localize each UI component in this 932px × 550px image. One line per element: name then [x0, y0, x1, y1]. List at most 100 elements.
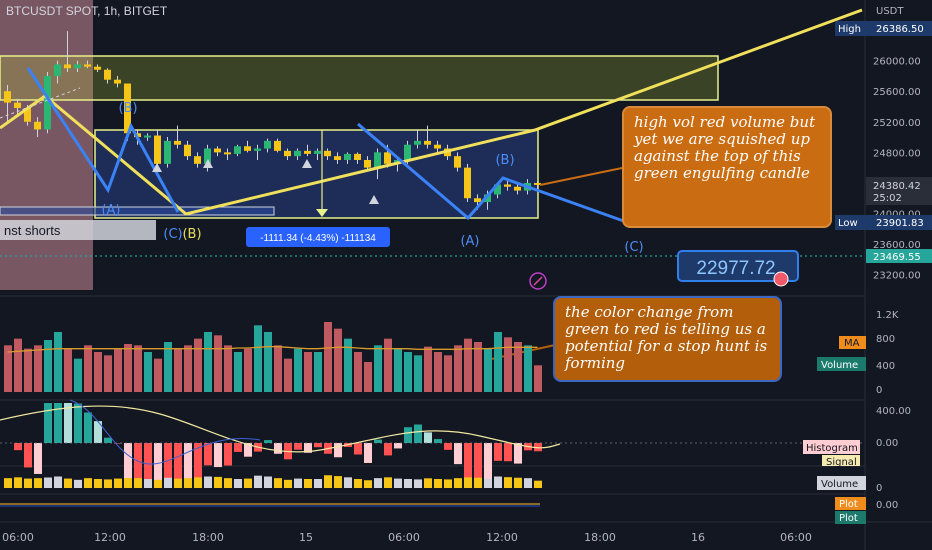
volume-bar [434, 352, 442, 392]
currency-label: USDT [876, 6, 904, 17]
volume-bar [24, 348, 32, 392]
candle [284, 150, 291, 157]
candle [404, 144, 411, 160]
time-tick: 12:00 [486, 531, 518, 544]
volume-strip-bar [304, 479, 312, 488]
elliott-wave-2[interactable] [357, 122, 633, 226]
alert-icon[interactable] [529, 272, 547, 290]
shorts-label-box[interactable] [0, 220, 156, 240]
candle [174, 140, 181, 145]
target-price-value: 22977.72 [696, 258, 775, 279]
macd-bar [394, 443, 402, 449]
volume-bar [364, 362, 372, 392]
range-box[interactable] [94, 129, 539, 219]
wave-label: (B) [182, 227, 201, 242]
last-price: 24380.42 [873, 181, 921, 192]
volume-bar [294, 348, 302, 392]
volume-ma-line [7, 346, 538, 353]
volume-bar [304, 352, 312, 392]
time-tick: 15 [299, 531, 313, 544]
annotation-callout[interactable]: the color change from green to red is te… [553, 296, 782, 382]
symbol-title[interactable]: BTCUSDT SPOT, 1h, BITGET [6, 4, 168, 18]
volume-strip-bar [64, 478, 72, 488]
volume-bar [114, 348, 122, 392]
candle [504, 184, 511, 187]
macd-bar [174, 443, 182, 481]
wave-label: (A) [101, 203, 120, 218]
macd-bar [364, 443, 372, 463]
volume-strip-bar [244, 478, 252, 488]
macd-bar [124, 443, 132, 483]
candle [414, 140, 421, 145]
candle [254, 148, 261, 151]
macd-tick: 400.00 [876, 406, 911, 417]
candle [164, 140, 171, 164]
price-tick: 25200.00 [873, 118, 921, 129]
volume-strip-bar [174, 478, 182, 488]
macd-bar [374, 439, 382, 443]
macd-bar [494, 443, 502, 461]
measure-label-box[interactable] [246, 227, 390, 247]
candle [154, 135, 161, 164]
volume-strip-bar [434, 479, 442, 488]
volume-strip-bar [134, 478, 142, 488]
macd-bar [24, 443, 32, 468]
time-tick: 18:00 [584, 531, 616, 544]
candle [14, 102, 21, 108]
volume-strip-bar [204, 476, 212, 488]
candle [264, 140, 271, 149]
volume-bar [394, 348, 402, 392]
volume-strip-bar [154, 479, 162, 488]
volume-bar [84, 345, 92, 392]
macd-bar [314, 443, 322, 448]
low-value: 23901.83 [876, 218, 924, 229]
macd-bar [214, 443, 222, 468]
volume-strip-bar [34, 478, 42, 488]
candle [324, 150, 331, 157]
volume-bar [214, 335, 222, 392]
candle [274, 140, 281, 151]
supply-zone-box[interactable] [0, 55, 719, 101]
volume-tick: 1.2K [876, 310, 899, 321]
time-tick: 12:00 [94, 531, 126, 544]
volume-bar [54, 332, 62, 392]
macd-bar [184, 443, 192, 483]
target-price-box[interactable] [677, 250, 799, 282]
volume-strip-bar [124, 478, 132, 488]
volume-strip-bar [284, 479, 292, 488]
candle [124, 83, 131, 134]
time-tick: 06:00 [780, 531, 812, 544]
candle [294, 150, 301, 157]
volume-strip-bar [254, 475, 262, 488]
macd-bar [384, 443, 392, 456]
candle [204, 148, 211, 164]
volume-strip-bar [274, 478, 282, 488]
candle [44, 75, 51, 130]
volume-strip-bar [264, 476, 272, 488]
volume-strip-bar [74, 479, 82, 488]
ma-tag: MA [844, 338, 860, 349]
macd-bar [464, 443, 472, 483]
measure-label: -1111.34 (-4.43%) -111134 [260, 233, 376, 244]
annotation-callout[interactable]: high vol red volume but yet we are squis… [622, 106, 832, 228]
volume-tick: 400 [876, 361, 895, 372]
macd-bar [444, 443, 452, 450]
volume-bar [184, 345, 192, 392]
volume-tag: Volume [821, 360, 858, 371]
volume-strip-bar [534, 480, 542, 488]
macd-bar [534, 443, 542, 452]
volume-strip-bar [84, 478, 92, 488]
volume-bar [334, 328, 342, 392]
volume-strip-bar [474, 477, 482, 488]
volume-strip-bar [324, 475, 332, 488]
time-tick: 16 [691, 531, 705, 544]
candle [364, 160, 371, 168]
candle [464, 167, 471, 199]
price-tick: 24800.00 [873, 148, 921, 159]
macd-bar [484, 443, 492, 480]
macd-bar [354, 443, 362, 455]
candle [214, 148, 221, 153]
volume-bar [374, 345, 382, 392]
macd-bar [304, 443, 312, 453]
